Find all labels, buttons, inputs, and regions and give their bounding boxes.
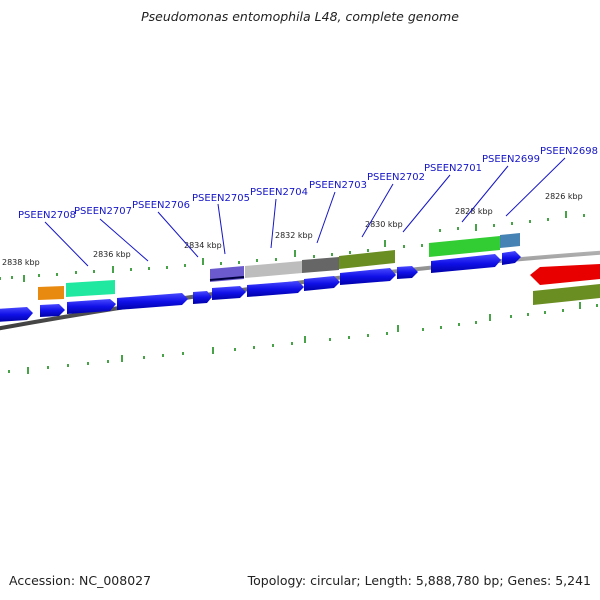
tick-marks-upper — [0, 211, 585, 282]
feature-bar-olive[interactable] — [339, 250, 395, 269]
feature-bar-green[interactable] — [429, 236, 500, 257]
cds-arrow[interactable] — [0, 307, 33, 322]
cds-track — [0, 251, 521, 322]
gene-label[interactable]: PSEEN2703 — [309, 180, 367, 191]
tick-label: 2836 kbp — [93, 250, 131, 259]
gene-label[interactable]: PSEEN2699 — [482, 154, 540, 165]
gene-label[interactable]: PSEEN2705 — [192, 193, 250, 204]
feature-bar-silver[interactable] — [245, 261, 302, 278]
tick-label: 2826 kbp — [545, 192, 583, 201]
gene-label[interactable]: PSEEN2707 — [74, 206, 132, 217]
tick-label: 2834 kbp — [184, 241, 222, 250]
label-leaders — [44, 157, 566, 267]
cds-arrow[interactable] — [67, 299, 116, 314]
cds-arrow[interactable] — [431, 254, 501, 273]
cds-arrow[interactable] — [304, 276, 340, 291]
tick-label: 2830 kbp — [365, 220, 403, 229]
gene-label[interactable]: PSEEN2702 — [367, 172, 425, 183]
tick-label: 2838 kbp — [2, 258, 40, 267]
feature-bar-purple-edge — [209, 276, 245, 281]
cds-arrow[interactable] — [193, 291, 212, 304]
map-title: Pseudomonas entomophila L48, complete ge… — [141, 9, 459, 24]
feature-bar-olive-right[interactable] — [533, 284, 600, 305]
cds-arrow[interactable] — [502, 251, 521, 265]
genome-summary-text: Topology: circular; Length: 5,888,780 bp… — [247, 573, 591, 588]
gene-label[interactable]: PSEEN2704 — [250, 187, 308, 198]
gene-label[interactable]: PSEEN2701 — [424, 163, 482, 174]
cds-arrow[interactable] — [117, 293, 188, 310]
feature-bar-teal[interactable] — [66, 280, 115, 297]
cds-arrow[interactable] — [247, 281, 304, 297]
feature-bar-gray[interactable] — [302, 257, 339, 273]
cds-arrow[interactable] — [340, 268, 396, 285]
tick-label: 2828 kbp — [455, 207, 493, 216]
accession-text: Accession: NC_008027 — [9, 573, 152, 588]
gene-label[interactable]: PSEEN2708 — [18, 210, 76, 221]
cds-arrow[interactable] — [212, 286, 246, 300]
tick-label: 2832 kbp — [275, 231, 313, 240]
feature-bar-red[interactable] — [530, 264, 600, 285]
cds-arrow[interactable] — [40, 304, 65, 317]
feature-bar-orange[interactable] — [38, 286, 64, 300]
cds-arrow[interactable] — [397, 266, 418, 279]
gene-label[interactable]: PSEEN2706 — [132, 200, 190, 211]
gene-label[interactable]: PSEEN2698 — [540, 146, 598, 157]
feature-bar-steelblue[interactable] — [500, 233, 520, 248]
tick-marks-lower — [8, 302, 598, 374]
